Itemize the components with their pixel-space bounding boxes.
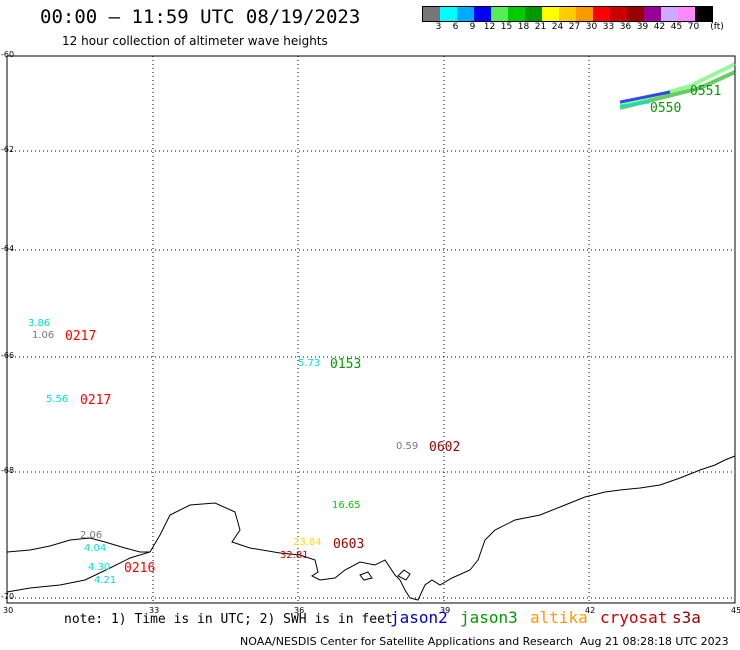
legend-label: 12 (483, 22, 496, 32)
legend-swatch (678, 7, 695, 21)
legend-swatch (644, 7, 661, 21)
wave-height-label: 0602 (429, 440, 461, 455)
legend-swatch (542, 7, 559, 21)
x-tick-label: 45 (731, 606, 740, 615)
footer-timestamp: Aug 21 08:28:18 UTC 2023 (580, 635, 729, 648)
legend-swatch (661, 7, 678, 21)
legend-swatch (695, 7, 712, 21)
wave-height-label: 0603 (333, 537, 365, 552)
legend-label: 45 (670, 22, 683, 32)
wave-height-label: 16.65 (332, 500, 361, 511)
x-tick-label: 30 (3, 606, 14, 615)
legend-label: 9 (469, 22, 476, 32)
coastline (6, 455, 736, 601)
legend-unit: (ft) (710, 22, 724, 32)
legend-label: 21 (534, 22, 547, 32)
plot-frame (6, 55, 736, 604)
legend-swatch (559, 7, 576, 21)
legend-swatch (457, 7, 474, 21)
wave-track-northeast (619, 62, 736, 110)
legend-swatch (525, 7, 542, 21)
y-tick-label: -68 (1, 466, 15, 475)
legend-swatch (423, 7, 440, 21)
legend-swatch (610, 7, 627, 21)
legend-label: 39 (636, 22, 649, 32)
grid-lines (6, 55, 736, 603)
x-tick-label: 36 (294, 606, 305, 615)
x-tick-label: 42 (585, 606, 596, 615)
x-tick-label: 39 (440, 606, 451, 615)
satellite-label: jason2 (390, 608, 448, 627)
wave-height-label: 0216 (124, 561, 156, 576)
satellite-label: jason3 (460, 608, 518, 627)
legend-swatch (508, 7, 525, 21)
wave-height-label: 32.81 (280, 550, 309, 561)
legend-label: 42 (653, 22, 666, 32)
legend-swatch (440, 7, 457, 21)
wave-height-label: 0550 (650, 101, 682, 116)
island-shape (359, 569, 411, 581)
legend-label: 15 (500, 22, 513, 32)
wave-height-label: 4.21 (94, 575, 117, 586)
wave-height-label: 0217 (65, 329, 97, 344)
map-title: 00:00 — 11:59 UTC 08/19/2023 (40, 6, 361, 28)
wave-height-label: 0.59 (396, 441, 419, 452)
y-tick-label: -70 (1, 592, 15, 601)
footer-credit: NOAA/NESDIS Center for Satellite Applica… (240, 635, 574, 648)
color-legend (422, 6, 713, 22)
wave-height-label: 0551 (690, 84, 722, 99)
y-tick-label: -60 (1, 50, 15, 59)
y-tick-label: -66 (1, 351, 15, 360)
wave-height-label: 2.06 (80, 530, 103, 541)
legend-swatch (593, 7, 610, 21)
y-tick-label: -64 (1, 244, 15, 253)
legend-swatch (627, 7, 644, 21)
wave-height-label: 1.06 (32, 330, 55, 341)
wave-height-label: 0217 (80, 393, 112, 408)
legend-label: 24 (551, 22, 564, 32)
legend-label: 70 (687, 22, 700, 32)
satellite-label: altika (530, 608, 588, 627)
legend-label: 36 (619, 22, 632, 32)
legend-label: 3 (435, 22, 442, 32)
legend-label: 18 (517, 22, 530, 32)
legend-label: 6 (452, 22, 459, 32)
coastline-west (6, 537, 150, 553)
satellite-label: cryosat (600, 608, 668, 627)
wave-height-label: 4.04 (84, 543, 107, 554)
wave-height-label: 5.73 (298, 358, 321, 369)
y-tick-label: -62 (1, 145, 15, 154)
wave-height-label: 3.86 (28, 318, 51, 329)
legend-label: 27 (568, 22, 581, 32)
wave-height-label: 23.84 (293, 537, 322, 548)
satellite-label: s3a (672, 608, 701, 627)
legend-label: 33 (602, 22, 615, 32)
legend-swatch (491, 7, 508, 21)
map-subtitle: 12 hour collection of altimeter wave hei… (62, 34, 328, 48)
legend-label: 30 (585, 22, 598, 32)
legend-swatch (576, 7, 593, 21)
wave-height-label: 0153 (330, 357, 362, 372)
wave-height-label: 5.56 (46, 394, 69, 405)
x-tick-label: 33 (149, 606, 160, 615)
footnote: note: 1) Time is in UTC; 2) SWH is in fe… (64, 612, 393, 627)
wave-height-label: 4.30 (88, 562, 111, 573)
legend-swatch (474, 7, 491, 21)
